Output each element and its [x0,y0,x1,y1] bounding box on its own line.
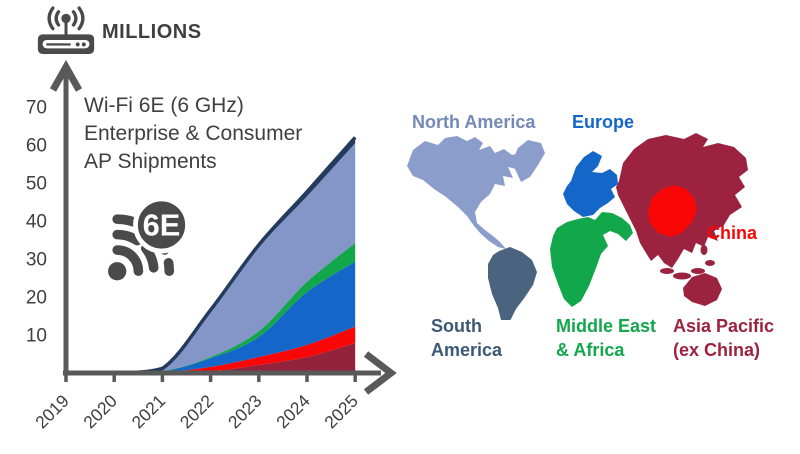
map-label-china: China [707,223,758,243]
x-tick-label: 2022 [176,391,218,433]
x-tick-label: 2023 [224,391,266,433]
x-tick-label: 2025 [320,391,362,433]
area-europe [66,261,356,373]
map-label-middle-east-africa: Middle East & Africa [556,316,657,360]
wifi-router-icon [37,6,95,54]
map-region-europe [563,151,618,217]
map-region-greenland [514,140,545,182]
x-tick-label: 2019 [31,391,73,433]
y-tick-label: 70 [26,98,47,119]
x-tick-label: 2021 [128,391,170,433]
axis-unit-label: MILLIONS [102,21,202,43]
y-tick-label: 30 [26,250,47,271]
map-label-asia-pacific: Asia Pacific (ex China) [673,316,775,360]
map-region-china [648,185,697,237]
y-tick-label: 20 [26,288,47,309]
y-axis-arrow [49,59,83,92]
area-china [66,326,356,373]
shipments-area-chart: 2019 2020 2021 2022 2023 2024 2025 10 20 30 40 50 60… [26,59,397,433]
y-tick-label: 50 [26,174,47,195]
area-asia-pacific-ex-china- [66,342,356,373]
y-tick-label: 40 [26,212,47,233]
area-north-america [66,143,356,373]
x-tick-label: 2020 [79,391,121,433]
map-region-asia-pacific-islands [660,245,715,280]
y-tick-label: 10 [26,326,47,347]
map-label-south-america: South America [431,316,503,360]
map-label-europe: Europe [572,112,635,132]
wifi-6e-badge-label: 6E [143,208,181,243]
world-region-map [407,133,748,320]
chart-title: Wi-Fi 6E (6 GHz) Enterprise & Consumer A… [84,94,303,173]
map-label-north-america: North America [412,112,536,132]
map-region-africa-middle-east [550,212,633,307]
map-region-australia [683,273,722,306]
wifi-6e-icon: 6E [108,196,190,281]
x-tick-label: 2024 [272,391,314,433]
map-region-north-america [407,136,524,249]
y-tick-label: 60 [26,136,47,157]
map-region-south-america [488,247,537,320]
x-axis-arrow [363,351,397,395]
